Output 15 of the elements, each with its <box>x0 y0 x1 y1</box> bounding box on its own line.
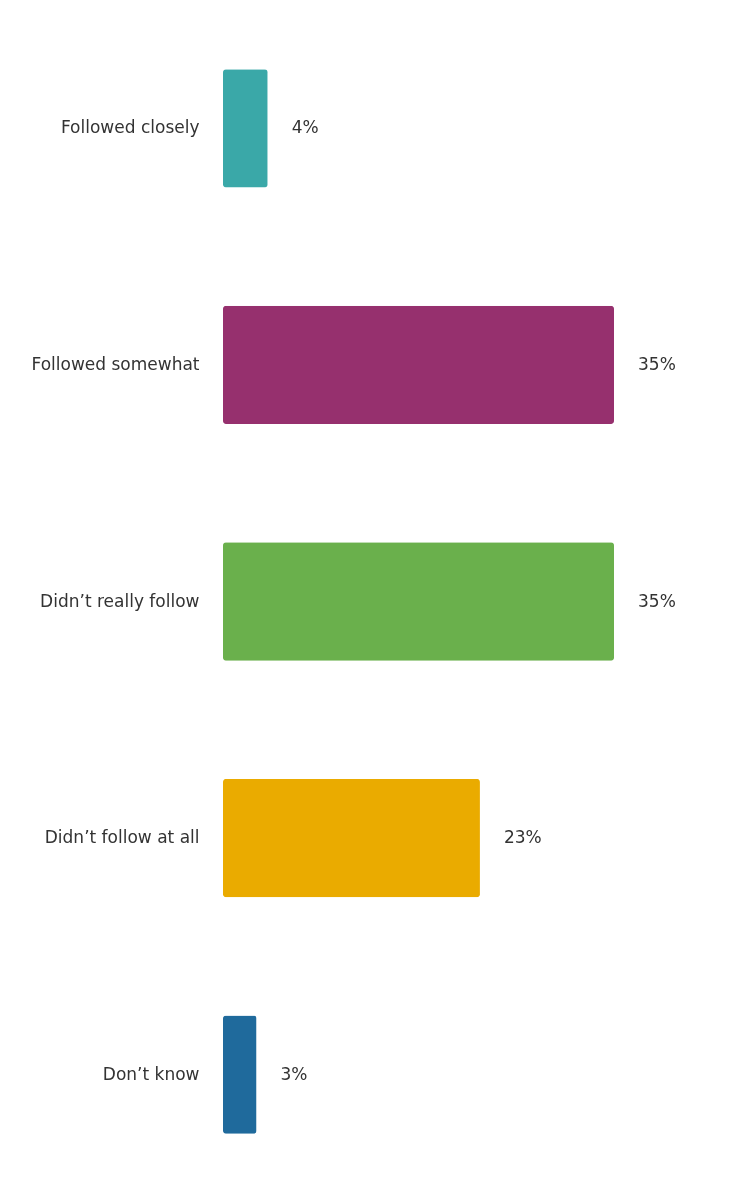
data-label: 35% <box>638 590 676 611</box>
bar <box>223 305 614 425</box>
y-tick-label: Didn’t follow at all <box>44 827 200 848</box>
y-tick-label: Didn’t really follow <box>40 590 200 611</box>
bar <box>223 778 480 898</box>
y-tick-label: Don’t know <box>102 1063 200 1084</box>
data-label: 35% <box>638 353 676 374</box>
bar <box>223 69 268 188</box>
bar <box>223 1015 257 1134</box>
data-label: 23% <box>503 827 542 848</box>
y-tick-label: Followed closely <box>60 117 200 138</box>
bar <box>223 542 614 661</box>
y-tick-label: Followed somewhat <box>31 353 200 374</box>
data-label: 3% <box>280 1063 308 1084</box>
data-label: 4% <box>291 117 319 138</box>
